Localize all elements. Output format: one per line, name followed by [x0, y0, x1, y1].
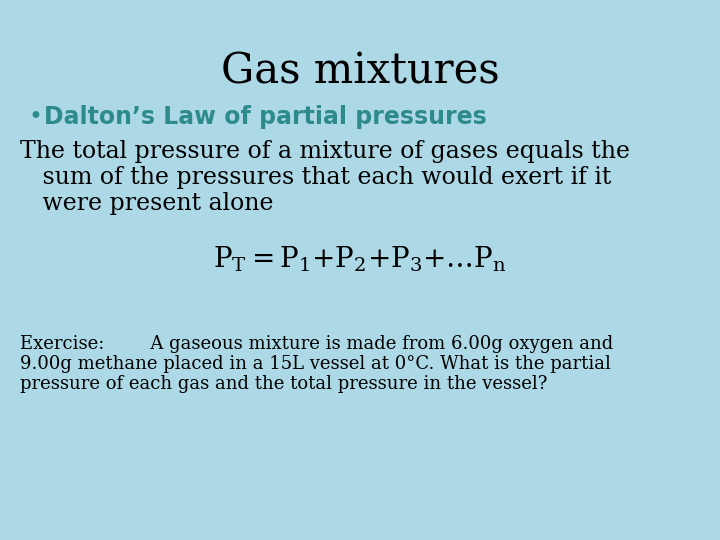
- Text: sum of the pressures that each would exert if it: sum of the pressures that each would exe…: [20, 166, 611, 189]
- Text: Dalton’s Law of partial pressures: Dalton’s Law of partial pressures: [44, 105, 487, 129]
- Text: $\mathregular{P_T{=}P_1{+}P_2{+}P_3{+}{\ldots}P_n}$: $\mathregular{P_T{=}P_1{+}P_2{+}P_3{+}{\…: [213, 245, 507, 274]
- Text: The total pressure of a mixture of gases equals the: The total pressure of a mixture of gases…: [20, 140, 630, 163]
- Text: pressure of each gas and the total pressure in the vessel?: pressure of each gas and the total press…: [20, 375, 547, 393]
- Text: •: •: [28, 105, 42, 129]
- Text: 9.00g methane placed in a 15L vessel at 0°C. What is the partial: 9.00g methane placed in a 15L vessel at …: [20, 355, 611, 373]
- Text: Exercise:        A gaseous mixture is made from 6.00g oxygen and: Exercise: A gaseous mixture is made from…: [20, 335, 613, 353]
- Text: Gas mixtures: Gas mixtures: [221, 50, 499, 92]
- Text: were present alone: were present alone: [20, 192, 274, 215]
